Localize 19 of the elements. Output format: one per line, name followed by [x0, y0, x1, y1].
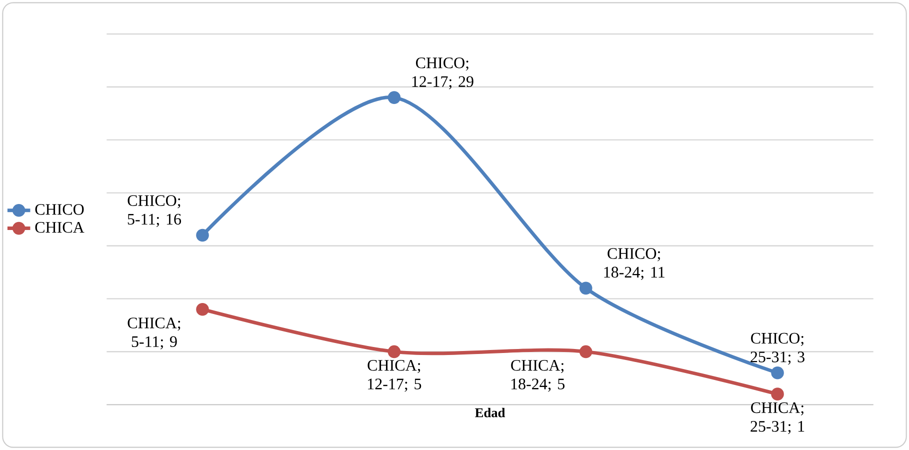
data-label: CHICO; 12-17; 29: [412, 58, 474, 90]
legend-label: CHICO: [35, 204, 84, 215]
legend-label: CHICA: [35, 222, 84, 233]
data-label: CHICA; 5-11; 9: [128, 318, 180, 350]
data-label: CHICA; 18-24; 5: [511, 360, 565, 392]
data-label: CHICO; 18-24; 11: [604, 248, 664, 280]
point: [771, 388, 784, 400]
point: [388, 345, 401, 358]
data-label: CHICA; 25-31; 1: [750, 402, 804, 434]
point: [771, 366, 784, 380]
data-label: CHICA; 12-17; 5: [368, 360, 422, 392]
x-axis-title: Edad: [475, 408, 506, 418]
point: [579, 282, 592, 295]
point: [579, 345, 592, 358]
point: [196, 302, 209, 316]
data-label: CHICO; 5-11; 16: [128, 195, 182, 227]
point: [388, 91, 401, 104]
point: [196, 228, 209, 242]
data-label: CHICO; 25-31; 3: [750, 332, 804, 365]
